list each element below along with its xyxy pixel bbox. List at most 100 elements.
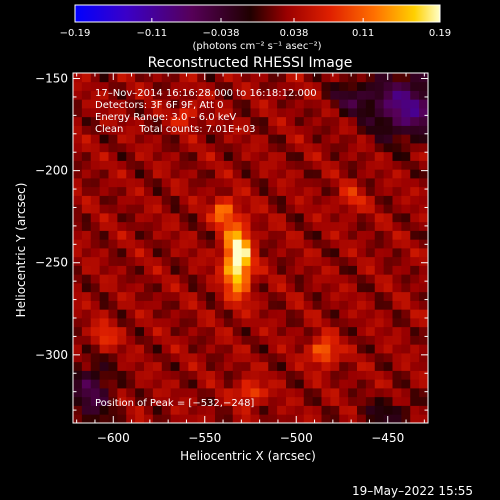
heatmap-cell [135,370,145,380]
heatmap-cell [223,265,234,275]
heatmap-cell [392,213,402,223]
heatmap-cell [286,169,296,179]
heatmap-cell [206,300,216,310]
heatmap-cell [206,291,216,301]
heatmap-cell [392,116,402,126]
heatmap-cell [294,405,305,415]
heatmap-cell [401,326,411,336]
heatmap-cell [161,344,172,354]
heatmap-cell [401,239,411,249]
heatmap-cell [374,204,385,214]
heatmap-cell [232,388,243,398]
heatmap-cell [90,248,101,258]
heatmap-cell [73,405,83,415]
heatmap-cell [401,414,411,424]
heatmap-cell [357,388,367,398]
heatmap-cell [108,370,118,380]
heatmap-cell [339,283,349,293]
heatmap-cell [357,169,367,179]
heatmap-cell [419,125,429,135]
heatmap-cell [170,256,180,266]
heatmap-cell [348,309,358,319]
heatmap-cell [374,344,385,354]
heatmap-cell [419,160,429,170]
heatmap-cell [294,143,305,153]
heatmap-cell [268,151,278,161]
heatmap-cell [339,204,349,214]
heatmap-cell [179,169,189,179]
heatmap-cell [215,256,225,266]
heatmap-cell [365,300,376,310]
heatmap-cell [312,274,322,284]
heatmap-cell [152,335,163,345]
heatmap-cell [339,143,349,153]
heatmap-cell [321,125,331,135]
heatmap-cell [215,396,225,406]
heatmap-cell [161,326,172,336]
heatmap-cell [90,335,101,345]
y-tick-label: −300 [35,348,68,362]
heatmap-cell [117,396,127,406]
heatmap-cell [73,274,83,284]
heatmap-cell [312,81,322,91]
heatmap-cell [410,90,420,100]
heatmap-cell [383,204,393,214]
heatmap-cell [135,178,145,188]
heatmap-cell [410,274,420,284]
heatmap-cell [135,73,145,83]
heatmap-cell [294,396,305,406]
heatmap-cell [401,309,411,319]
heatmap-cell [152,239,163,249]
heatmap-cell [117,143,127,153]
heatmap-cell [161,396,172,406]
heatmap-cell [357,353,367,363]
heatmap-cell [90,99,101,109]
heatmap-cell [223,73,234,83]
heatmap-cell [410,186,420,196]
heatmap-cell [392,388,402,398]
heatmap-cell [374,125,385,135]
heatmap-cell [188,73,198,83]
annotation-energy: Energy Range: 3.0 – 6.0 keV [95,112,236,123]
heatmap-cell [268,396,278,406]
heatmap-cell [321,99,331,109]
heatmap-cell [99,81,109,91]
heatmap-cell [126,221,136,231]
heatmap-cell [126,125,136,135]
heatmap-cell [286,90,296,100]
heatmap-cell [419,99,429,109]
heatmap-cell [357,318,367,328]
heatmap-cell [206,116,216,126]
heatmap-cell [392,169,402,179]
heatmap-cell [223,125,234,135]
heatmap-cell [383,248,393,258]
heatmap-cell [303,195,314,205]
heatmap-cell [161,309,172,319]
heatmap-cell [197,143,207,153]
heatmap-cell [392,195,402,205]
heatmap-cell [410,248,420,258]
heatmap-cell [197,213,207,223]
heatmap-cell [170,134,180,144]
heatmap-cell [108,125,118,135]
heatmap-cell [392,178,402,188]
plot-frame [72,72,429,424]
heatmap-cell [383,291,393,301]
heatmap-cell [223,195,234,205]
heatmap-cell [303,414,314,424]
heatmap-cell [365,291,376,301]
heatmap-cell [117,108,127,118]
heatmap-cell [259,353,269,363]
heatmap-cell [365,396,376,406]
heatmap-cell [277,195,287,205]
heatmap-cell [179,160,189,170]
heatmap-cell [161,186,172,196]
heatmap-cell [144,379,154,389]
heatmap-cell [268,414,278,424]
heatmap-cell [197,99,207,109]
heatmap-cell [259,256,269,266]
footer-date: 19–May–2022 15:55 [352,484,473,498]
heatmap-cell [117,256,127,266]
heatmap-cell [81,396,92,406]
heatmap-cell [321,265,331,275]
